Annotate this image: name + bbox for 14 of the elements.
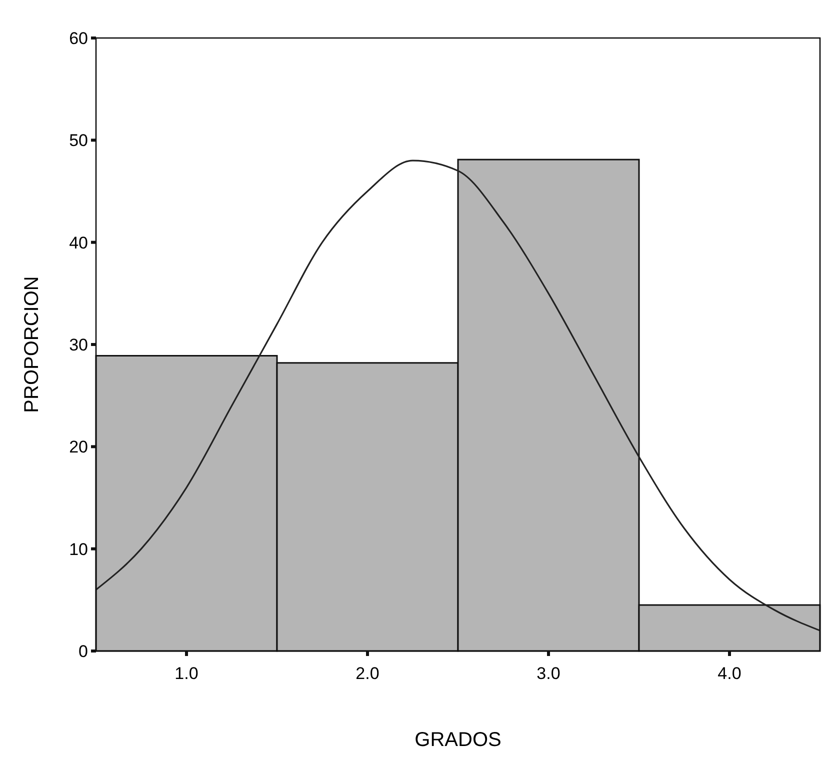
x-tick-label: 2.0 <box>356 664 380 683</box>
x-tick-label: 1.0 <box>174 664 198 683</box>
y-tick-label: 10 <box>69 540 88 559</box>
line-series <box>95 160 821 632</box>
y-tick-label: 40 <box>69 233 88 252</box>
x-axis-title: GRADOS <box>414 729 502 751</box>
y-tick-label: 30 <box>69 335 88 354</box>
y-tick-label: 50 <box>69 131 88 150</box>
y-tick-label: 0 <box>78 642 88 661</box>
y-tick-label: 60 <box>69 28 88 48</box>
x-tick-label: 3.0 <box>536 664 560 683</box>
y-axis-title: PROPORCION <box>21 276 43 413</box>
y-tick-label: 20 <box>69 438 88 457</box>
x-tick-label: 4.0 <box>718 664 742 683</box>
